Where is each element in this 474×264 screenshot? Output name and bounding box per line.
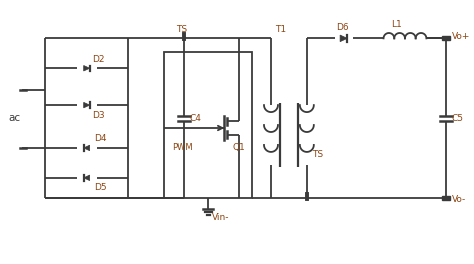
Text: T1: T1 [275,25,286,34]
Polygon shape [84,175,90,181]
Text: D5: D5 [94,183,106,192]
Text: D3: D3 [91,111,104,120]
Text: D2: D2 [91,55,104,64]
Polygon shape [340,35,347,42]
Text: L1: L1 [392,20,402,29]
Text: C5: C5 [451,114,463,122]
Polygon shape [84,145,90,151]
Bar [442,36,450,40]
Text: Q1: Q1 [232,143,245,152]
Bar [164,52,252,198]
Text: Vin-: Vin- [212,213,230,222]
Text: Vo-: Vo- [452,195,466,204]
Text: C4: C4 [189,114,201,122]
Text: ac: ac [8,113,20,123]
Polygon shape [84,102,90,108]
Bar [442,196,450,200]
Text: PWM: PWM [173,143,193,152]
Text: TS: TS [312,150,323,159]
Text: Vo+: Vo+ [452,32,471,41]
Text: TS: TS [176,25,187,34]
Polygon shape [84,65,90,71]
Text: D4: D4 [94,134,106,143]
Text: D6: D6 [336,23,348,32]
